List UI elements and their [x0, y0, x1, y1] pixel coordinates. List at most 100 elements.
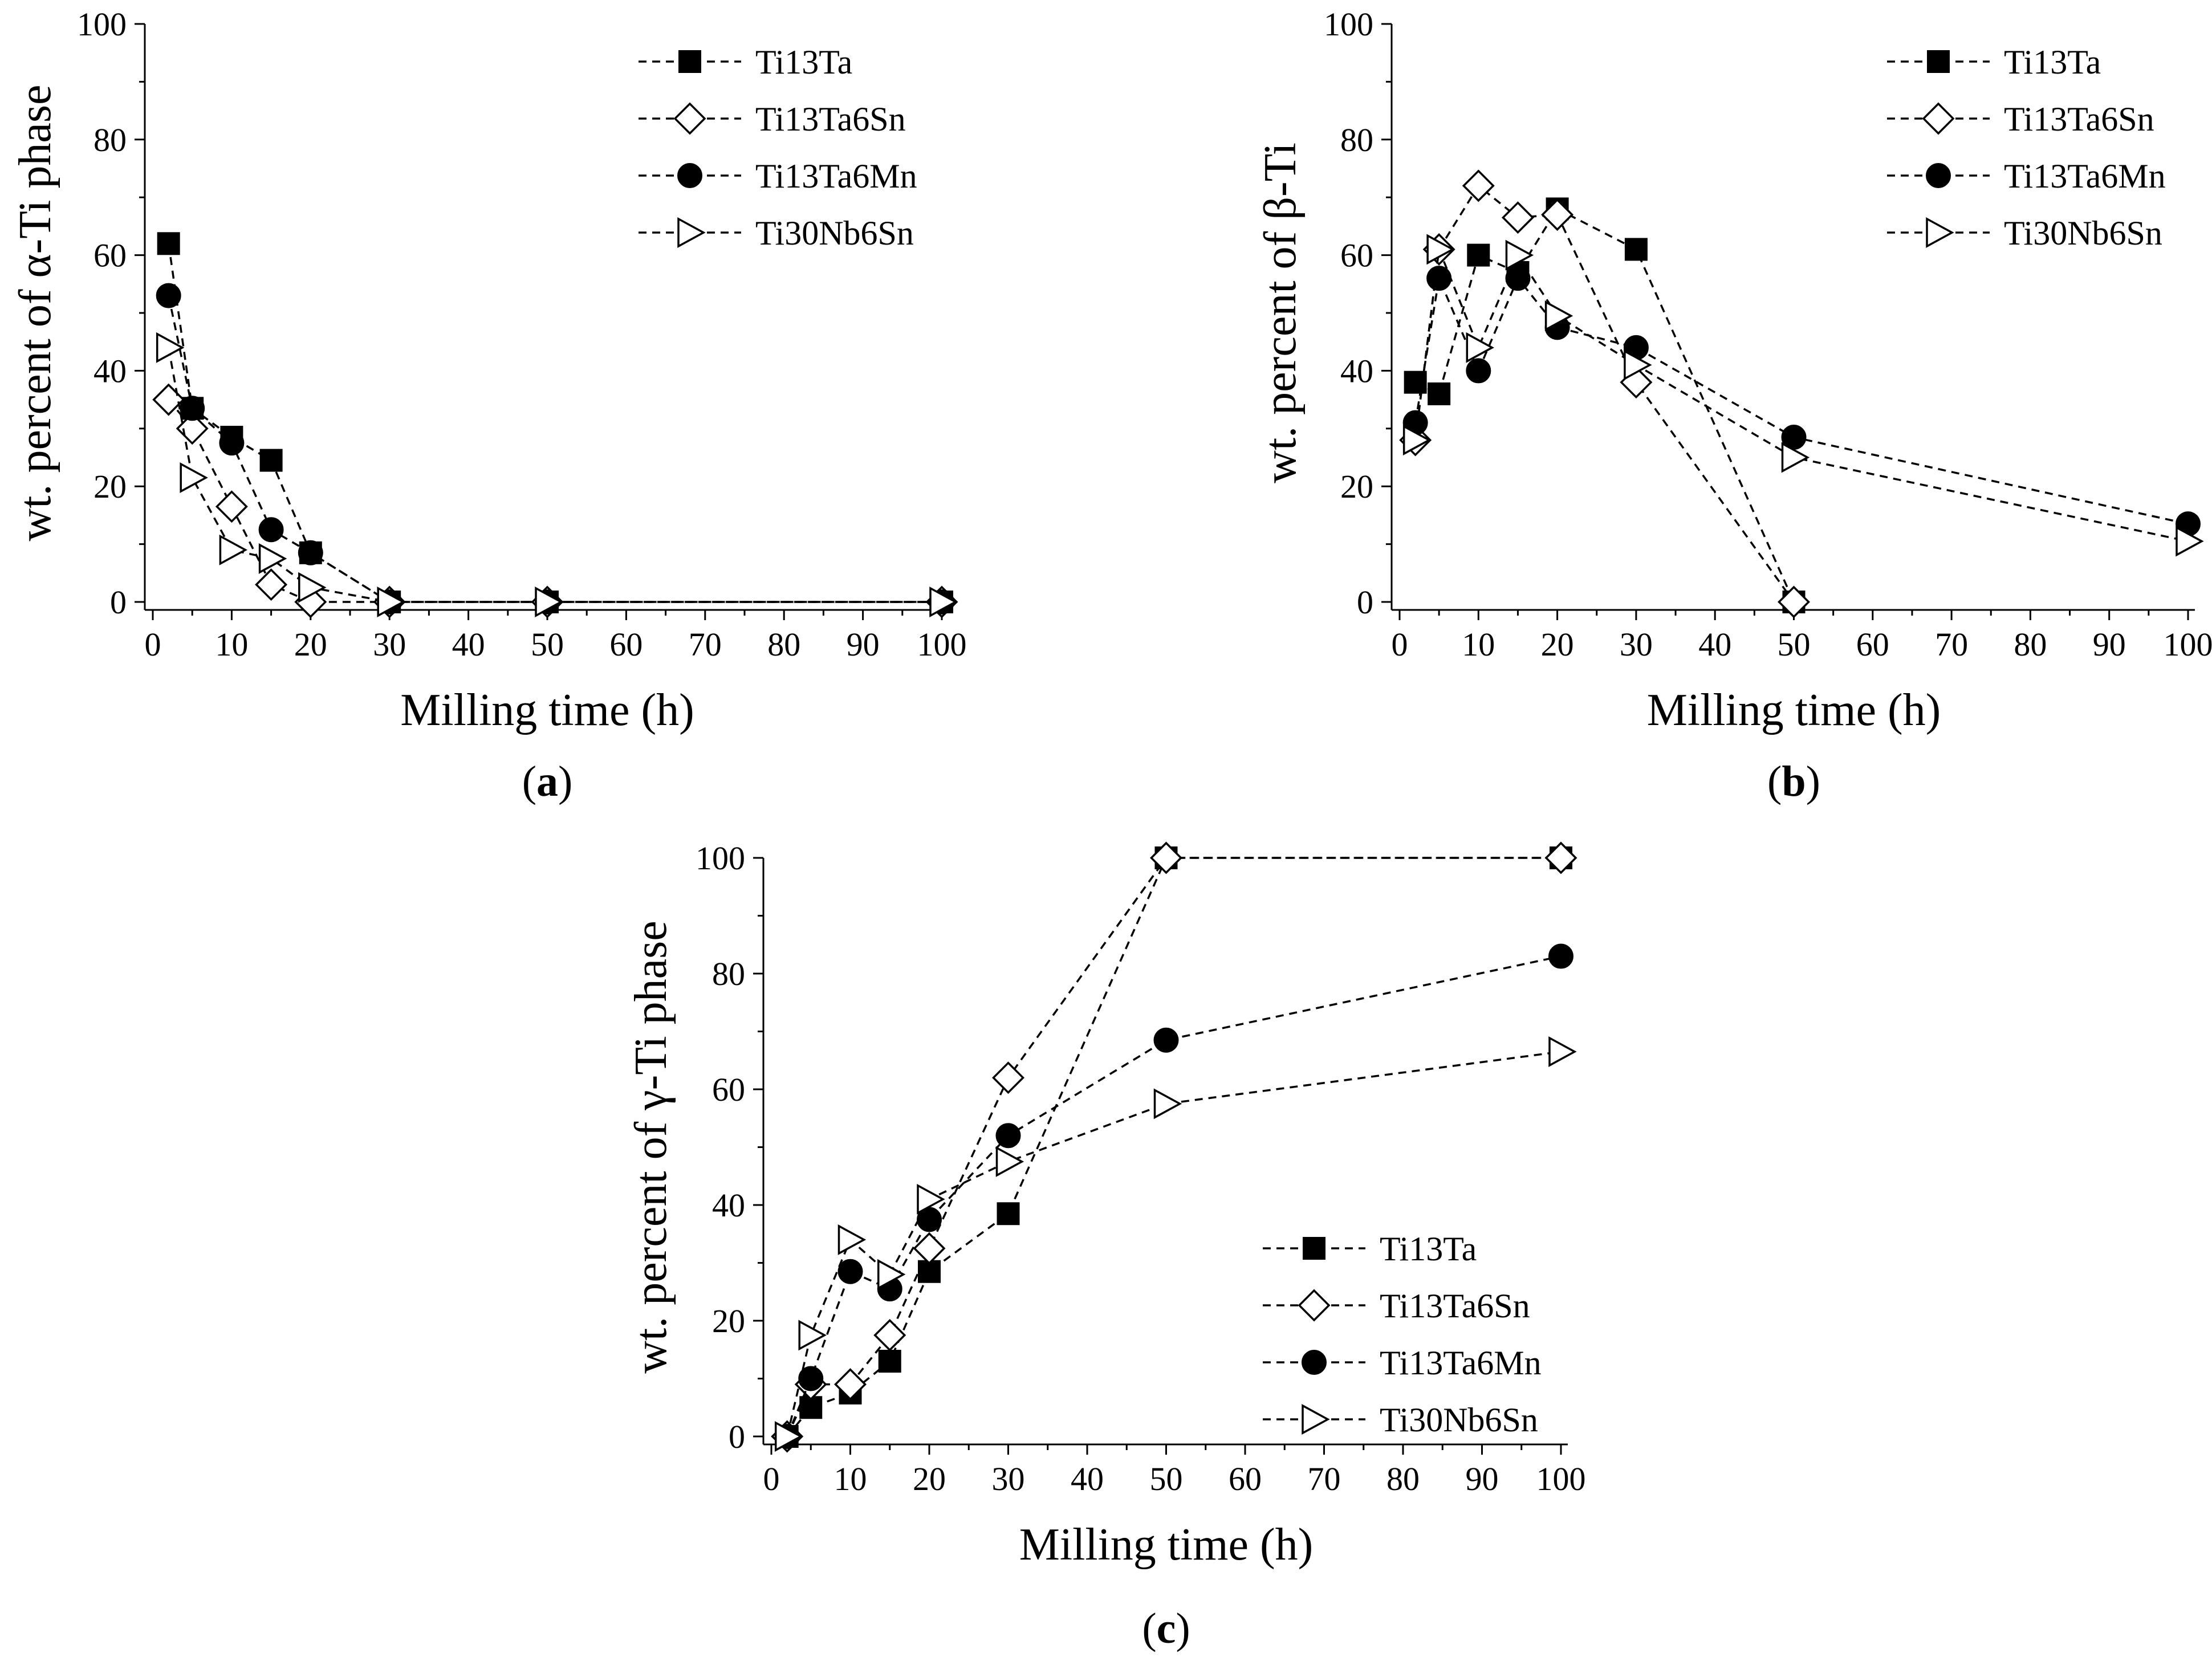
data-point	[298, 572, 327, 603]
y-tick-label: 100	[696, 840, 745, 877]
data-point	[1466, 332, 1494, 363]
data-point	[156, 283, 181, 308]
y-tick-label: 80	[712, 955, 745, 992]
legend-marker	[677, 217, 706, 248]
data-point	[837, 1259, 863, 1284]
data-point	[917, 1183, 945, 1215]
x-tick-label: 70	[689, 626, 722, 663]
x-tick-label: 100	[917, 626, 967, 663]
data-point	[1624, 238, 1648, 261]
panel-label-open-paren: (	[1767, 758, 1782, 805]
x-tick-label: 0	[145, 626, 161, 663]
data-point	[1426, 266, 1452, 291]
y-tick-label: 80	[93, 121, 127, 158]
panel-label-letter: a	[536, 758, 558, 805]
series-ti13ta6mn	[1402, 266, 2201, 537]
y-tick-label: 20	[712, 1302, 745, 1340]
y-axis-title: wt. percent of α-Ti phase	[10, 84, 60, 541]
legend-marker	[677, 163, 702, 188]
series-line	[786, 857, 1561, 1437]
y-tick-label: 100	[1324, 6, 1373, 43]
data-point	[995, 1146, 1024, 1177]
y-tick-label: 0	[110, 584, 127, 621]
x-tick-label: 80	[1386, 1460, 1420, 1497]
series-line	[167, 295, 942, 603]
y-tick-label: 60	[1340, 237, 1373, 274]
x-tick-label: 60	[1229, 1460, 1262, 1497]
x-tick-label: 50	[1150, 1460, 1183, 1497]
legend-label: Ti13Ta	[2004, 43, 2101, 81]
panel-label-close-paren: )	[1806, 758, 1820, 805]
y-tick-label: 0	[1357, 584, 1373, 621]
data-point	[1501, 201, 1534, 234]
x-tick-label: 30	[992, 1460, 1025, 1497]
data-point	[1426, 234, 1455, 265]
series-ti30nb6sn	[1402, 234, 2204, 557]
data-point	[1153, 1027, 1179, 1053]
chart-panel-a: 0 10 20 30 40 50 60 70 80 90 100 0 20 40 60 80 100 Millin…	[10, 6, 967, 805]
data-point	[1544, 300, 1573, 332]
y-axis-title: wt. percent of β-Ti	[1255, 143, 1306, 483]
data-point	[152, 383, 185, 416]
x-tick-label: 100	[1536, 1460, 1586, 1497]
data-point	[1505, 266, 1531, 291]
x-tick-label: 40	[452, 626, 485, 663]
x-tick-label: 60	[1856, 626, 1889, 663]
data-point	[219, 534, 248, 565]
x-tick-label: 20	[1541, 626, 1574, 663]
y-tick-label: 100	[77, 6, 127, 43]
data-point	[1505, 239, 1534, 271]
data-point	[992, 1061, 1024, 1094]
series-ti13ta	[1404, 197, 1806, 613]
x-tick-label: 80	[2014, 626, 2047, 663]
chart-panel-b: 0 10 20 30 40 50 60 70 80 90 100 0 20 40 60 80 100 Millin…	[1255, 6, 2212, 805]
data-point	[1548, 1036, 1577, 1067]
legend-label: Ti13Ta6Mn	[755, 157, 917, 195]
series-line	[1414, 274, 2189, 525]
y-tick-label: 60	[93, 237, 127, 274]
data-point	[997, 1202, 1020, 1226]
series-ti30nb6sn	[774, 1036, 1577, 1452]
series-line	[786, 955, 1562, 1437]
x-tick-label: 0	[763, 1460, 780, 1497]
legend-marker	[1298, 1289, 1331, 1322]
x-tick-label: 10	[834, 1460, 867, 1497]
x-axis-title: Milling time (h)	[1019, 1520, 1314, 1570]
series-ti13ta6sn	[152, 383, 958, 618]
data-point	[798, 1320, 827, 1351]
panel-label-close-paren: )	[558, 758, 572, 805]
x-tick-label: 70	[1935, 626, 1968, 663]
data-point	[259, 449, 283, 472]
panel-label: (a)	[522, 758, 573, 805]
y-tick-label: 20	[1340, 468, 1373, 505]
panel-label-open-paren: (	[1142, 1605, 1156, 1652]
series-line	[1414, 249, 2189, 543]
data-point	[298, 540, 323, 565]
panel-label-close-paren: )	[1176, 1605, 1190, 1652]
x-tick-label: 60	[609, 626, 643, 663]
legend-label: Ti13Ta	[755, 43, 852, 81]
data-point	[215, 490, 248, 523]
data-point	[1544, 841, 1577, 874]
x-tick-label: 10	[215, 626, 248, 663]
y-tick-label: 20	[93, 468, 127, 505]
y-tick-label: 60	[712, 1071, 745, 1108]
legend-marker	[1926, 217, 1954, 248]
data-point	[878, 1350, 901, 1373]
data-point	[929, 587, 958, 617]
series-line	[167, 243, 942, 603]
legend-label: Ti13Ta6Sn	[755, 100, 906, 138]
y-tick-label: 40	[1340, 352, 1373, 389]
data-point	[157, 232, 180, 255]
series-line	[167, 347, 942, 603]
data-point	[258, 517, 284, 543]
data-point	[798, 1366, 824, 1391]
legend-label: Ti30Nb6Sn	[755, 214, 914, 252]
data-point	[535, 587, 563, 617]
data-point	[873, 1318, 906, 1352]
x-tick-label: 20	[913, 1460, 946, 1497]
legend-label: Ti30Nb6Sn	[2004, 214, 2162, 252]
legend-marker	[1302, 1404, 1330, 1435]
x-tick-label: 30	[373, 626, 406, 663]
data-point	[1467, 243, 1490, 267]
